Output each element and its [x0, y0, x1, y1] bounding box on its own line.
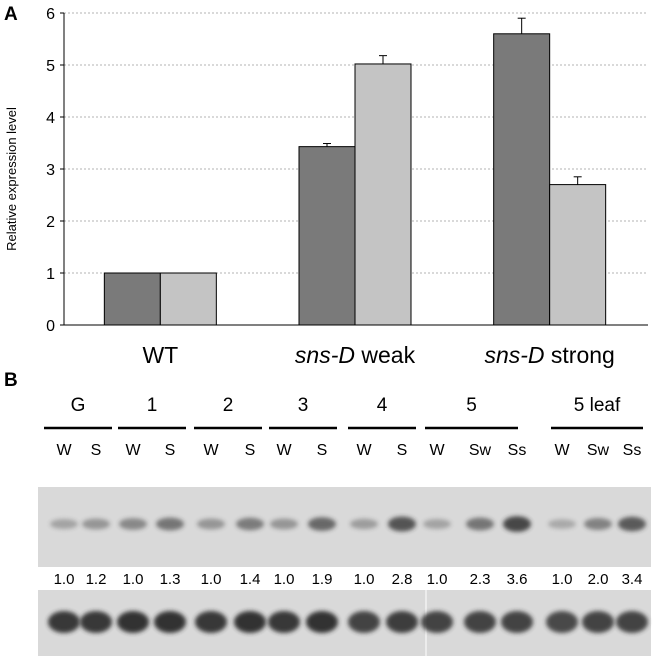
ratio-value: 1.3 — [160, 571, 181, 588]
upper-band — [388, 516, 416, 532]
upper-band — [82, 518, 110, 530]
upper-band — [119, 518, 147, 530]
lower-band — [386, 611, 418, 633]
lane-group-label: 4 — [377, 395, 388, 416]
lane-label: W — [356, 442, 372, 459]
ratio-value: 1.2 — [86, 571, 107, 588]
bar — [298, 146, 356, 326]
lower-band — [195, 611, 227, 633]
lower-band — [348, 611, 380, 633]
bar — [549, 184, 607, 326]
lane-label: W — [125, 442, 141, 459]
y-tick-label: 4 — [46, 110, 55, 127]
ratio-value: 1.0 — [201, 571, 222, 588]
upper-band — [197, 518, 225, 530]
lane-label: Sw — [469, 442, 492, 459]
lower-band — [154, 611, 186, 633]
upper-band — [548, 519, 576, 529]
category-label: sns-D strong — [484, 342, 614, 368]
category-label: sns-D weak — [295, 342, 416, 368]
upper-band — [270, 518, 298, 530]
ratio-value: 1.9 — [312, 571, 333, 588]
category-label-plain: weak — [355, 342, 416, 368]
lane-label: Ss — [623, 442, 642, 459]
ratio-value: 2.8 — [392, 571, 413, 588]
lower-band — [501, 611, 533, 633]
ratio-value: 2.0 — [588, 571, 609, 588]
upper-band — [308, 517, 336, 531]
lane-label: Sw — [587, 442, 610, 459]
lane-group-label: 5 — [466, 395, 477, 416]
bar — [354, 63, 412, 326]
upper-band — [466, 517, 494, 531]
y-axis-label: Relative expression level — [4, 107, 19, 251]
ratio-value: 1.4 — [240, 571, 261, 588]
upper-band — [50, 519, 78, 529]
upper-band — [350, 518, 378, 530]
panel-a-letter: A — [4, 4, 18, 25]
lane-group-label: 5 leaf — [574, 395, 621, 416]
lower-band — [421, 611, 453, 633]
y-tick-label: 5 — [46, 58, 55, 75]
y-tick-label: 0 — [46, 318, 55, 335]
category-label-plain: strong — [545, 342, 615, 368]
lower-band — [234, 611, 266, 633]
upper-band — [503, 516, 531, 532]
ratio-value: 1.0 — [552, 571, 573, 588]
ratio-value: 1.0 — [123, 571, 144, 588]
lane-label: Ss — [508, 442, 527, 459]
lower-band — [616, 611, 648, 633]
ratio-value: 1.0 — [354, 571, 375, 588]
lane-label: W — [429, 442, 445, 459]
ratio-value: 2.3 — [470, 571, 491, 588]
y-tick-label: 3 — [46, 162, 55, 179]
ratio-value: 1.0 — [427, 571, 448, 588]
lane-group-label: 3 — [298, 395, 309, 416]
upper-band — [423, 519, 451, 529]
lower-band — [464, 611, 496, 633]
category-label-italic: sns-D — [295, 342, 355, 368]
lower-band — [546, 611, 578, 633]
y-tick-label: 2 — [46, 214, 55, 231]
lane-label: W — [203, 442, 219, 459]
y-tick-label: 6 — [46, 6, 55, 23]
lane-label: S — [317, 442, 328, 459]
lane-label: W — [276, 442, 292, 459]
lower-band — [80, 611, 112, 633]
lane-label: W — [56, 442, 72, 459]
upper-band — [584, 518, 612, 530]
y-tick-label: 1 — [46, 266, 55, 283]
ratio-value: 1.0 — [54, 571, 75, 588]
category-label-italic: sns-D — [484, 342, 544, 368]
upper-band — [156, 517, 184, 531]
upper-band — [236, 517, 264, 531]
lower-band — [268, 611, 300, 633]
ratio-value: 1.0 — [274, 571, 295, 588]
category-label-plain: WT — [142, 342, 178, 368]
lane-label: S — [245, 442, 256, 459]
ratio-value: 3.4 — [622, 571, 643, 588]
lower-band — [306, 611, 338, 633]
lane-label: S — [165, 442, 176, 459]
bar — [103, 272, 161, 326]
lane-group-label: 1 — [147, 395, 158, 416]
lane-group-label: 2 — [223, 395, 234, 416]
lane-label: S — [91, 442, 102, 459]
lower-band — [48, 611, 80, 633]
lane-label: W — [554, 442, 570, 459]
upper-band — [618, 516, 646, 532]
panel-b-letter: B — [4, 370, 18, 391]
lower-band — [117, 611, 149, 633]
lane-label: S — [397, 442, 408, 459]
ratio-value: 3.6 — [507, 571, 528, 588]
lower-band — [582, 611, 614, 633]
category-label: WT — [142, 342, 178, 368]
bar — [493, 33, 551, 326]
lane-group-label: G — [71, 395, 86, 416]
bar — [159, 272, 217, 326]
